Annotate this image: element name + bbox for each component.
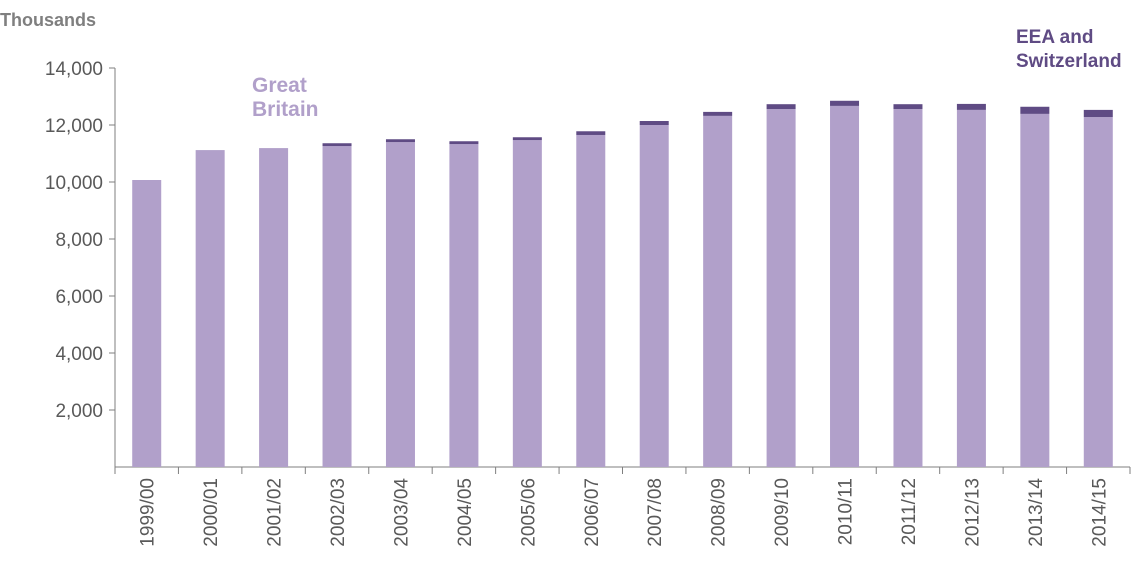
series-label: EEA and Switzerland xyxy=(1016,27,1122,72)
bar-segment xyxy=(385,139,415,143)
bar-segment xyxy=(639,121,669,125)
bar-segment xyxy=(956,103,986,110)
x-tick-label: 2011/12 xyxy=(899,478,920,545)
bar-segment xyxy=(893,109,923,467)
x-tick-label: 2014/15 xyxy=(1089,478,1110,547)
x-tick-label: 2008/09 xyxy=(709,478,730,547)
bar-segment xyxy=(1083,109,1113,118)
x-tick-label: 2003/04 xyxy=(391,478,412,547)
x-tick-label: 2006/07 xyxy=(582,478,603,547)
bar-segment xyxy=(639,125,669,467)
bar-segment xyxy=(322,146,352,467)
bar-segment xyxy=(132,180,162,467)
bar-segment xyxy=(195,150,225,467)
bar-segment xyxy=(576,131,606,135)
x-tick-label: 2005/06 xyxy=(518,478,539,547)
y-axis-label: Thousands xyxy=(0,10,97,30)
bar-segment xyxy=(449,141,479,145)
x-tick-label: 1999/00 xyxy=(138,478,159,547)
bar-segment xyxy=(766,104,796,110)
bar-segment xyxy=(385,142,415,467)
bar-segment xyxy=(703,111,733,116)
bar-segment xyxy=(576,134,606,467)
x-tick-label: 2000/01 xyxy=(201,478,222,547)
x-tick-label: 2002/03 xyxy=(328,478,349,547)
y-tick-label: 2,000 xyxy=(55,401,103,422)
x-tick-label: 2004/05 xyxy=(455,478,476,547)
x-tick-label: 2009/10 xyxy=(772,478,793,547)
y-tick-label: 8,000 xyxy=(55,230,103,251)
bar-segment xyxy=(449,144,479,467)
x-tick-label: 2001/02 xyxy=(265,478,286,547)
bar-segment xyxy=(512,137,542,141)
bar-segment xyxy=(512,140,542,468)
y-tick-label: 10,000 xyxy=(45,173,103,194)
y-tick-label: 12,000 xyxy=(45,116,103,137)
bar-segment xyxy=(259,148,289,467)
bar-segment xyxy=(1083,117,1113,468)
bar-segment xyxy=(703,115,733,467)
bar-segment xyxy=(956,109,986,468)
y-tick-label: 6,000 xyxy=(55,287,103,308)
bar-segment xyxy=(830,105,860,467)
bar-segment xyxy=(766,109,796,467)
y-tick-label: 14,000 xyxy=(45,59,103,80)
bar-segment xyxy=(893,104,923,110)
series-label: Great Britain xyxy=(252,74,319,121)
x-tick-label: 2013/14 xyxy=(1026,478,1047,547)
bar-segment xyxy=(322,143,352,147)
bar-segment xyxy=(830,100,860,106)
y-tick-label: 4,000 xyxy=(55,344,103,365)
x-tick-label: 2007/08 xyxy=(645,478,666,547)
bar-segment xyxy=(1020,106,1050,114)
bar-segment xyxy=(1020,113,1050,467)
x-tick-label: 2010/11 xyxy=(836,478,857,545)
x-tick-label: 2012/13 xyxy=(962,478,983,547)
